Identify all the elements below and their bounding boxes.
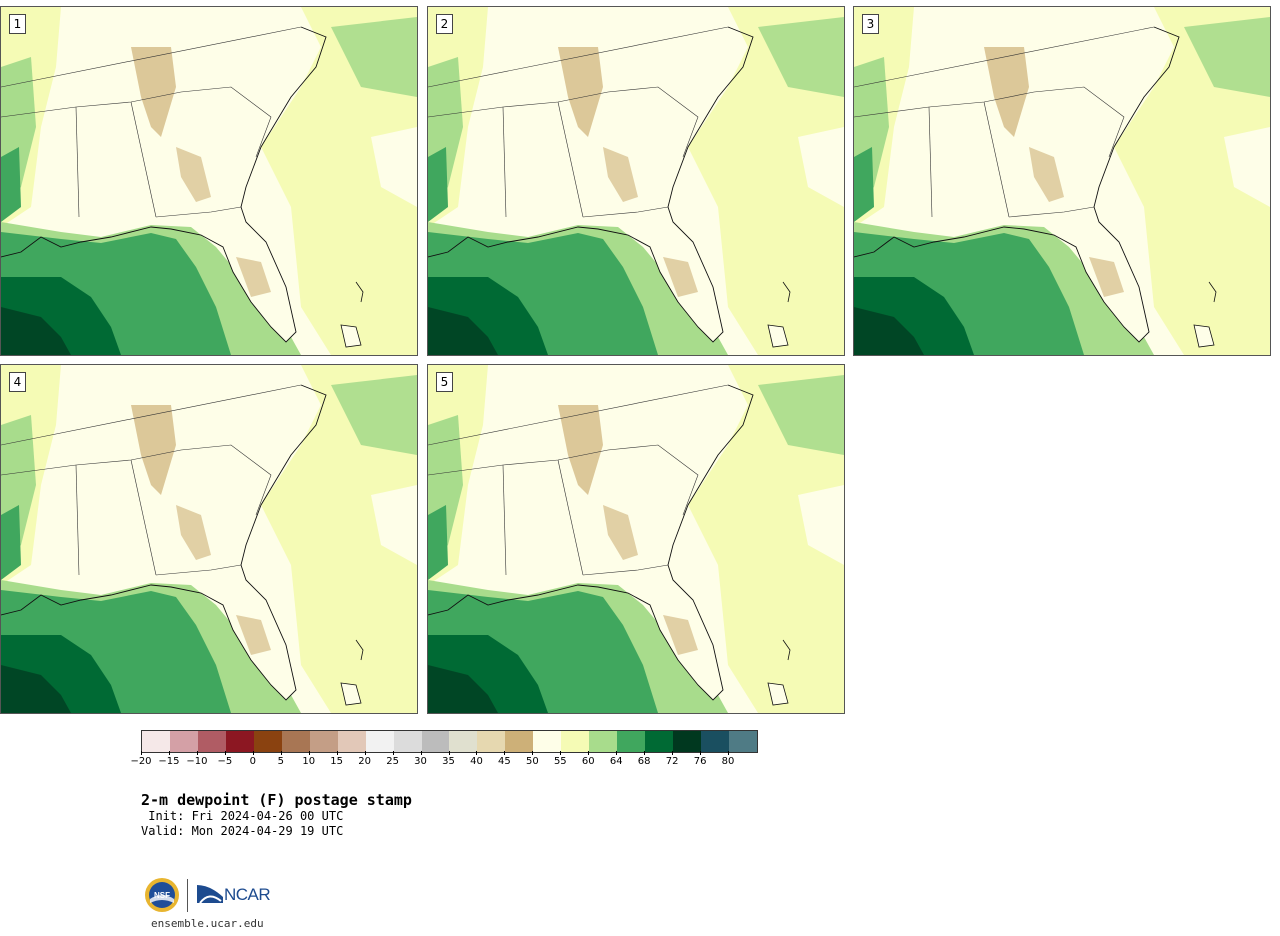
colorbar-swatch	[449, 731, 478, 752]
colorbar-tick-label: 72	[665, 756, 679, 767]
dewpoint-map	[1, 7, 417, 355]
member-1-label: 1	[9, 14, 26, 34]
colorbar-tick-label: −15	[158, 756, 180, 767]
colorbar-tick-label: 5	[277, 756, 284, 767]
colorbar-tick	[196, 751, 198, 755]
dewpoint-map	[428, 365, 844, 713]
dewpoint-map	[1, 365, 417, 713]
valid-time: Valid: Mon 2024-04-29 19 UTC	[141, 824, 344, 838]
colorbar-swatch	[729, 731, 757, 752]
colorbar-swatch	[505, 731, 534, 752]
colorbar-tick-label: 80	[721, 756, 735, 767]
colorbar-tick	[644, 751, 646, 755]
ncar-mark-icon	[197, 885, 223, 903]
init-time: Init: Fri 2024-04-26 00 UTC	[141, 809, 344, 823]
colorbar-tick-label: 40	[470, 756, 483, 767]
colorbar-tick-label: 15	[330, 756, 344, 767]
colorbar-tick-label: −10	[186, 756, 208, 767]
colorbar-tick-label: 64	[609, 756, 623, 767]
member-5-label: 5	[436, 372, 453, 392]
member-3-label: 3	[862, 14, 879, 34]
ensemble-member-3-map: 3	[853, 6, 1271, 356]
colorbar-tick	[168, 751, 170, 755]
colorbar-tick-label: −20	[130, 756, 152, 767]
colorbar-swatch	[253, 731, 282, 752]
colorbar-swatch	[197, 731, 226, 752]
colorbar-tick-label: 50	[525, 756, 539, 767]
colorbar-tick-label: 30	[414, 756, 427, 767]
colorbar-swatch	[477, 731, 506, 752]
colorbar-tick	[224, 751, 226, 755]
colorbar-tick-label: 0	[249, 756, 256, 767]
colorbar-swatch	[673, 731, 702, 752]
ensemble-member-1-map: 1	[0, 6, 418, 356]
colorbar-tick	[560, 751, 562, 755]
colorbar-tick	[336, 751, 338, 755]
colorbar-tick-label: 25	[386, 756, 399, 767]
colorbar-tick	[280, 751, 282, 755]
colorbar-tick-label: 20	[358, 756, 371, 767]
dewpoint-map	[854, 7, 1270, 355]
ensemble-member-5-map: 5	[427, 364, 845, 714]
ensemble-member-4-map: 4	[0, 364, 418, 714]
member-2-label: 2	[436, 14, 453, 34]
colorbar-tick	[364, 751, 366, 755]
colorbar-tick-label: 68	[637, 756, 651, 767]
colorbar-tick	[141, 751, 142, 755]
colorbar-tick	[476, 751, 478, 755]
nsf-logo-text: NSF	[154, 891, 170, 900]
colorbar-tick	[728, 751, 730, 755]
colorbar-swatch	[169, 731, 198, 752]
colorbar-swatch	[337, 731, 366, 752]
colorbar-tick	[588, 751, 590, 755]
colorbar-swatch	[421, 731, 450, 752]
colorbar-ticks: −20 −15 −10 −5 0 5 10 15 20 25 30 35 40 45 50 55 60 64 68 7…	[130, 751, 756, 773]
colorbar-tick	[616, 751, 618, 755]
colorbar-tick	[504, 751, 506, 755]
colorbar-tick	[420, 751, 422, 755]
logos: NSF NCAR	[144, 877, 284, 917]
colorbar-swatch	[589, 731, 618, 752]
colorbar-tick-label: 55	[553, 756, 567, 767]
colorbar-tick-label: 60	[581, 756, 595, 767]
colorbar-tick	[672, 751, 674, 755]
nsf-logo-icon: NSF	[145, 878, 179, 912]
colorbar-swatch	[533, 731, 562, 752]
colorbar-swatch	[561, 731, 590, 752]
colorbar-tick	[308, 751, 310, 755]
ncar-logo-text: NCAR	[224, 885, 271, 904]
colorbar-swatch	[393, 731, 422, 752]
plot-title: 2-m dewpoint (F) postage stamp	[141, 791, 412, 809]
colorbar-tick	[700, 751, 702, 755]
site-url: ensemble.ucar.edu	[151, 917, 264, 930]
colorbar-tick	[252, 751, 254, 755]
colorbar-swatch	[645, 731, 674, 752]
colorbar-swatch	[225, 731, 254, 752]
colorbar-tick	[392, 751, 394, 755]
colorbar-swatch	[701, 731, 730, 752]
colorbar-tick	[448, 751, 450, 755]
ensemble-member-2-map: 2	[427, 6, 845, 356]
dewpoint-map	[428, 7, 844, 355]
member-4-label: 4	[9, 372, 26, 392]
colorbar-tick-label: 45	[498, 756, 511, 767]
colorbar-tick-label: 76	[693, 756, 707, 767]
colorbar-swatch	[281, 731, 310, 752]
colorbar-swatch	[617, 731, 646, 752]
colorbar-tick-label: −5	[217, 756, 233, 767]
colorbar-swatch	[309, 731, 338, 752]
colorbar-tick-label: 35	[442, 756, 455, 767]
colorbar-swatch	[365, 731, 394, 752]
logo-divider	[187, 879, 188, 912]
colorbar	[141, 730, 758, 753]
colorbar-swatch	[142, 731, 170, 752]
colorbar-tick-label: 10	[302, 756, 316, 767]
colorbar-tick	[532, 751, 534, 755]
